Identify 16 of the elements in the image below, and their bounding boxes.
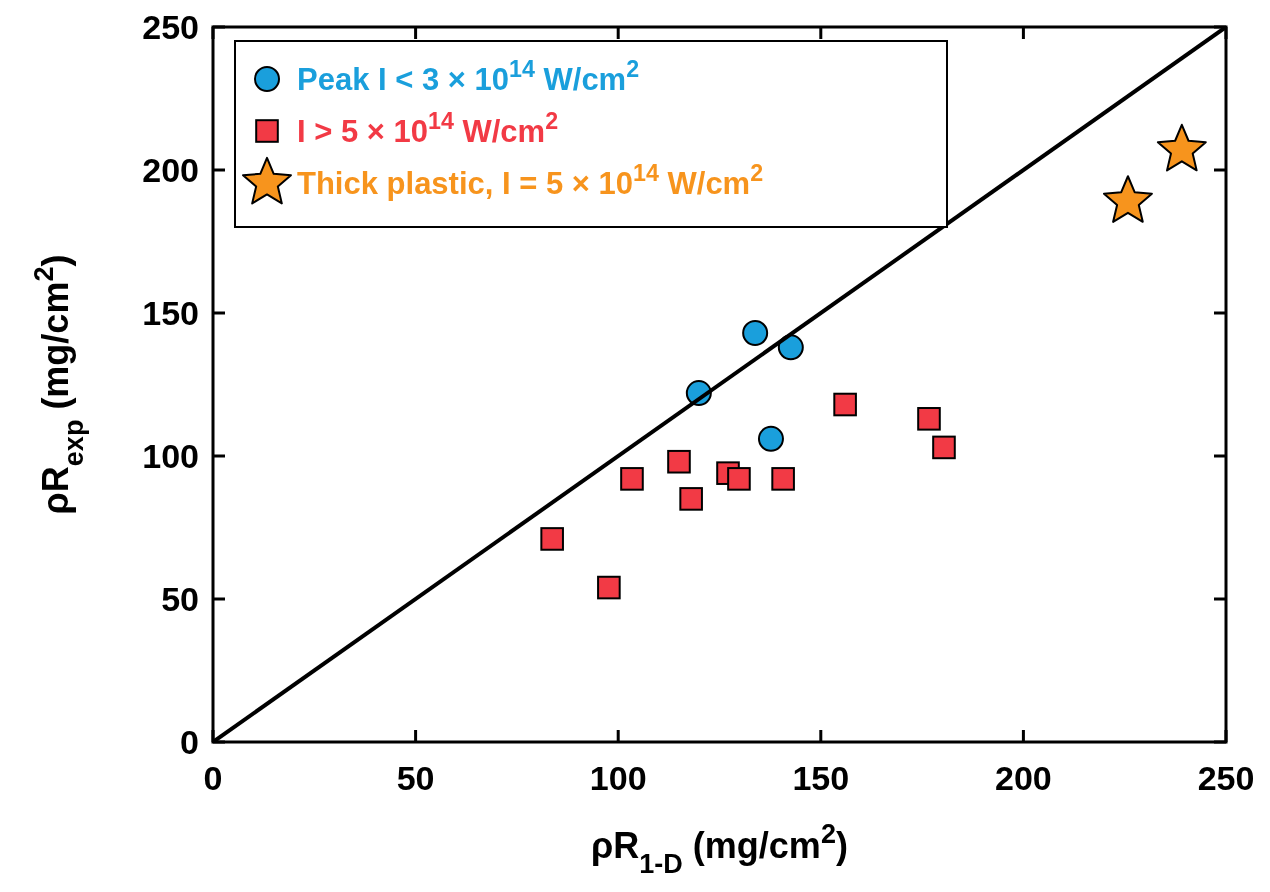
x-tick-label: 0 — [203, 759, 223, 797]
y-tick-label: 0 — [180, 723, 199, 761]
x-tick-label: 100 — [589, 759, 647, 797]
y-tick-label: 250 — [142, 8, 199, 46]
x-axis-title: ρR$_{1-D}$ (mg/cm$^{2}$) — [591, 819, 848, 879]
x-tick-label: 150 — [792, 759, 850, 797]
y-tick-label: 50 — [161, 580, 199, 618]
legend-label: I > 5 × 10$^{14}$ W/cm$^{2}$ — [297, 108, 559, 149]
y-tick-label: 150 — [142, 294, 199, 332]
legend-label: Thick plastic, I = 5 × 10$^{14}$ W/cm$^{2}$ — [297, 160, 764, 201]
x-tick-label: 250 — [1197, 759, 1255, 797]
x-tick-label: 50 — [396, 759, 435, 797]
x-tick-label: 200 — [995, 759, 1052, 797]
y-tick-label: 200 — [142, 151, 199, 189]
y-tick-label: 100 — [142, 437, 199, 475]
legend-label: Peak I < 3 × 10$^{14}$ W/cm$^{2}$ — [297, 56, 640, 97]
